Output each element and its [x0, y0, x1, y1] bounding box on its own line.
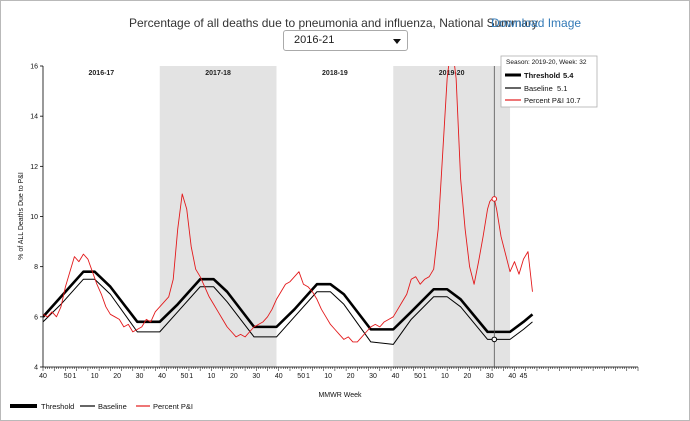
season-band-3	[393, 66, 511, 367]
tooltip-baseline-value: 5.1	[557, 84, 567, 93]
legend: Threshold Baseline Percent P&I	[10, 402, 193, 411]
hover-point-percent	[491, 196, 498, 202]
series-line-1	[43, 278, 533, 345]
x-tick-label-1: 50	[64, 373, 72, 380]
x-tick-label-4: 20	[113, 373, 121, 380]
x-tick-label-8: 1	[189, 373, 193, 380]
x-tick-label-9: 10	[207, 373, 215, 380]
x-tick-label-3: 10	[91, 373, 99, 380]
x-tick-label-5: 30	[136, 373, 144, 380]
x-tick-label-25: 45	[520, 373, 528, 380]
legend-percent-label: Percent P&I	[153, 402, 193, 411]
tooltip-threshold-value: 5.4	[563, 71, 574, 80]
x-tick-label-0: 40	[39, 373, 47, 380]
series-lines	[43, 66, 534, 345]
download-image-link[interactable]: Download Image	[491, 16, 582, 30]
y-tick-label-6: 6	[34, 314, 38, 321]
tooltip-header: Season: 2019-20, Week: 32	[506, 59, 587, 66]
x-tick-label-17: 30	[369, 373, 377, 380]
x-axis-label: MMWR Week	[318, 392, 362, 399]
x-tick-label-13: 50	[297, 373, 305, 380]
x-tick-label-22: 20	[463, 373, 471, 380]
tooltip-threshold-label: Threshold	[524, 71, 561, 80]
season-label-2: 2018-19	[322, 70, 348, 77]
x-tick-label-6: 40	[158, 373, 166, 380]
tooltip-percent-value: 10.7	[566, 96, 581, 105]
hover-point-baseline	[491, 336, 498, 343]
y-tick-label-14: 14	[30, 114, 38, 121]
tooltip-percent-label: Percent P&I	[524, 96, 564, 105]
y-tick-label-16: 16	[30, 64, 38, 71]
x-tick-label-10: 20	[230, 373, 238, 380]
hover-tooltip: Season: 2019-20, Week: 32 Threshold 5.4 …	[500, 55, 598, 108]
y-axis-label: % of ALL Deaths Due to P&I	[18, 172, 25, 260]
x-tick-label-16: 20	[347, 373, 355, 380]
y-tick-label-12: 12	[30, 164, 38, 171]
x-tick-label-24: 40	[508, 373, 516, 380]
hover-marker	[491, 66, 498, 367]
season-label-3: 2019-20	[439, 70, 465, 77]
chevron-down-icon	[393, 39, 401, 44]
season-band-1	[159, 66, 277, 367]
x-tick-label-2: 1	[72, 373, 76, 380]
season-dropdown[interactable]: 2016-21	[283, 30, 408, 51]
series-line-0	[43, 270, 534, 334]
x-tick-label-21: 10	[441, 373, 449, 380]
x-tick-label-18: 40	[392, 373, 400, 380]
x-tick-label-12: 40	[275, 373, 283, 380]
season-label-1: 2017-18	[205, 70, 231, 77]
tooltip-baseline-label: Baseline	[524, 84, 553, 93]
y-tick-label-8: 8	[34, 264, 38, 271]
season-label-0: 2016-17	[89, 70, 115, 77]
legend-baseline-label: Baseline	[98, 402, 127, 411]
y-tick-label-10: 10	[30, 214, 38, 221]
x-tick-label-20: 1	[423, 373, 427, 380]
x-tick-label-7: 50	[181, 373, 189, 380]
x-tick-label-23: 30	[486, 373, 494, 380]
y-tick-label-4: 4	[34, 365, 38, 372]
page-title: Percentage of all deaths due to pneumoni…	[129, 16, 538, 30]
x-tick-label-19: 50	[414, 373, 422, 380]
series-line-2	[43, 66, 533, 343]
x-tick-label-15: 10	[324, 373, 332, 380]
season-dropdown-value: 2016-21	[294, 34, 335, 46]
x-tick-label-14: 1	[306, 373, 310, 380]
x-tick-label-11: 30	[252, 373, 260, 380]
legend-threshold-label: Threshold	[41, 402, 74, 411]
